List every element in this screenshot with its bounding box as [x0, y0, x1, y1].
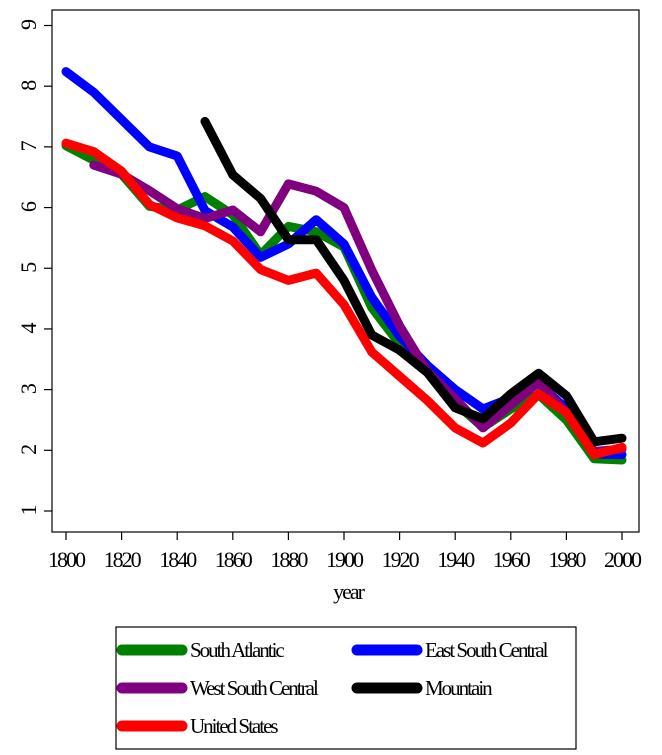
x-tick-label: 1940	[437, 547, 475, 572]
series-line-mountain	[200, 116, 627, 447]
y-tick-label: 9	[16, 19, 41, 30]
x-tick-label: 1840	[159, 547, 197, 572]
y-tick-label: 5	[16, 262, 41, 273]
x-tick-label: 1920	[382, 547, 420, 572]
y-tick-label: 3	[16, 383, 41, 394]
series-line-west-south-central	[89, 160, 627, 456]
x-tick-label: 1960	[493, 547, 531, 572]
x-tick-label: 1800	[48, 547, 86, 572]
y-tick-label: 7	[16, 140, 41, 151]
y-tick-label: 4	[16, 322, 41, 333]
plot-frame	[51, 9, 640, 533]
x-tick-label: 1860	[215, 547, 253, 572]
x-tick-label: 2000	[604, 547, 642, 572]
legend-label: East South Central	[425, 638, 549, 662]
legend-label: West South Central	[190, 676, 319, 700]
y-tick-label: 1	[16, 506, 41, 516]
x-tick-label: 1900	[326, 547, 364, 572]
y-tick-label: 6	[16, 201, 41, 212]
y-tick-label: 2	[16, 445, 41, 455]
legend-label: South Atlantic	[190, 638, 284, 662]
y-tick-label: 8	[16, 80, 41, 91]
legend-label: Mountain	[425, 676, 493, 700]
x-axis: 1800 1820 1840 1860 1880 1900 1920 1940 1960 1980…	[48, 532, 644, 572]
y-axis: 1 2 3 4 5 6 7 8 9	[16, 19, 52, 516]
series-layer	[61, 67, 627, 465]
x-tick-label: 1820	[104, 547, 142, 572]
x-tick-label: 1980	[548, 547, 586, 572]
x-tick-label: 1880	[270, 547, 308, 572]
legend-box	[115, 626, 577, 750]
legend: South Atlantic East South Central West Sou…	[116, 638, 551, 738]
series-line-united-states	[61, 138, 627, 460]
x-axis-title: year	[333, 579, 366, 604]
legend-label: United States	[190, 714, 278, 738]
